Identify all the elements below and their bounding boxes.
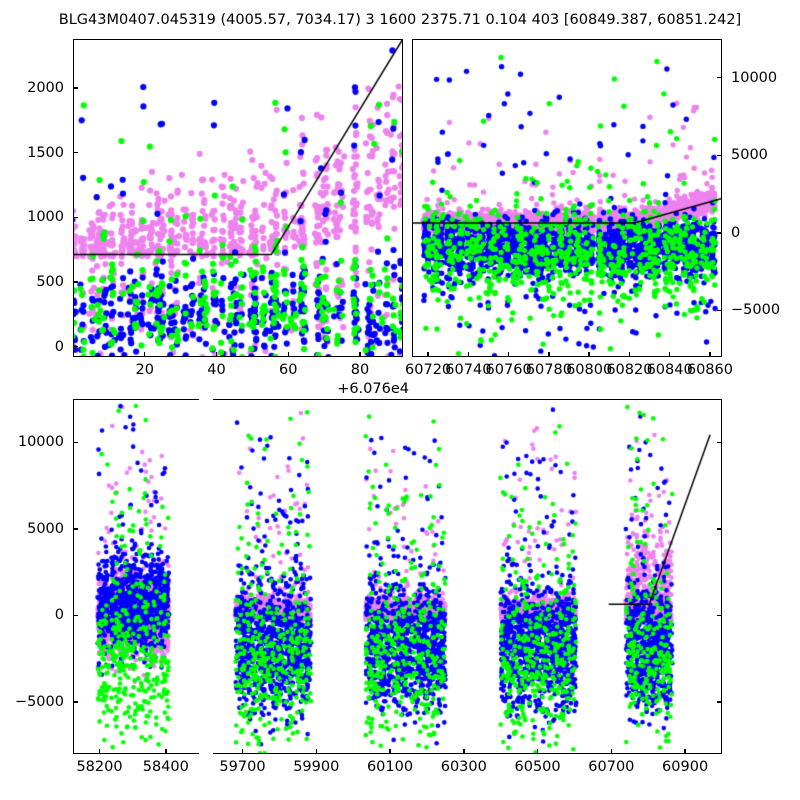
panel-season-xtick-60760: 60760: [485, 362, 532, 378]
tick-mark: [717, 528, 722, 530]
panel-season-xtick-60740: 60740: [445, 362, 492, 378]
panel-full-xtick-59900: 59900: [293, 759, 340, 775]
tick-mark: [717, 701, 722, 703]
panel-full-xtick-58400: 58400: [142, 759, 189, 775]
panel-season-scatter: [413, 40, 721, 356]
tick-mark: [588, 352, 590, 357]
tick-mark: [73, 345, 78, 348]
panel-zoom-ytick-1500: 1500: [27, 144, 64, 161]
panel-season-ytick--5000: −5000: [731, 302, 781, 319]
panel-full-xtick-60300: 60300: [440, 759, 487, 775]
tick-mark: [165, 749, 167, 754]
broken-axis-gap-bottom: [199, 750, 213, 758]
tick-mark: [73, 152, 78, 154]
panel-full-scatter: [74, 400, 721, 753]
tick-mark: [427, 352, 429, 357]
panel-full-xtick-60700: 60700: [588, 759, 635, 775]
panel-zoom-scatter: [74, 40, 402, 356]
tick-mark: [536, 749, 539, 754]
tick-mark: [73, 281, 78, 283]
panel-season-axes[interactable]: [412, 39, 722, 357]
tick-mark: [717, 441, 722, 443]
panel-zoom-xtick-20: 20: [135, 362, 154, 378]
tick-mark: [315, 749, 317, 754]
panel-zoom-ytick-500: 500: [36, 274, 64, 291]
panel-season-xtick-60780: 60780: [525, 362, 572, 378]
tick-mark: [241, 749, 244, 754]
panel-full-xtick-60900: 60900: [662, 759, 709, 775]
panel-full-ytick-0: 0: [54, 607, 64, 624]
tick-mark: [717, 232, 722, 234]
panel-zoom-xtick-60: 60: [278, 362, 298, 378]
tick-mark: [287, 352, 289, 357]
tick-mark: [467, 352, 470, 357]
panel-season-xtick-60820: 60820: [606, 362, 653, 378]
panel-season-xtick-60720: 60720: [405, 362, 452, 378]
tick-mark: [73, 216, 78, 219]
panel-full-xtick-59700: 59700: [219, 759, 266, 775]
panel-zoom-ytick-1000: 1000: [27, 209, 64, 226]
tick-mark: [144, 352, 146, 357]
panel-full-xtick-60100: 60100: [366, 759, 414, 775]
broken-axis-gap-top: [199, 396, 213, 403]
panel-season-xtick-60840: 60840: [646, 362, 693, 378]
tick-mark: [98, 749, 101, 754]
panel-zoom-ytick-2000: 2000: [27, 80, 64, 97]
tick-mark: [548, 352, 550, 357]
panel-zoom-xtick-40: 40: [207, 362, 226, 378]
tick-mark: [507, 352, 510, 357]
tick-mark: [73, 614, 78, 617]
panel-full-axes[interactable]: [73, 399, 722, 754]
panel-zoom-x-offset: +6.076e4: [337, 381, 409, 397]
tick-mark: [389, 749, 391, 754]
panel-zoom-ytick-0: 0: [54, 338, 64, 355]
panel-season-xtick-60860: 60860: [686, 362, 733, 378]
tick-mark: [717, 309, 722, 312]
panel-season-ytick-0: 0: [731, 224, 741, 241]
tick-mark: [359, 352, 361, 357]
tick-mark: [668, 352, 671, 357]
panel-zoom-axes[interactable]: [73, 39, 403, 357]
tick-mark: [73, 87, 78, 89]
tick-mark: [215, 352, 218, 357]
tick-mark: [463, 749, 465, 754]
tick-mark: [684, 749, 686, 754]
panel-full-ytick-10000: 10000: [17, 434, 64, 451]
panel-zoom-xtick-80: 80: [350, 362, 370, 378]
tick-mark: [610, 749, 613, 754]
figure-title: BLG43M0407.045319 (4005.57, 7034.17) 3 1…: [58, 12, 742, 28]
panel-full-ytick--5000: −5000: [14, 694, 64, 711]
tick-mark: [717, 77, 722, 79]
tick-mark: [73, 701, 78, 703]
tick-mark: [73, 528, 78, 530]
tick-mark: [628, 352, 631, 357]
panel-season-ytick-10000: 10000: [731, 69, 778, 86]
panel-full-xtick-60500: 60500: [514, 759, 561, 775]
tick-mark: [717, 614, 722, 617]
panel-full-ytick-5000: 5000: [27, 520, 64, 537]
tick-mark: [709, 352, 711, 357]
panel-full-xtick-58200: 58200: [76, 759, 123, 775]
panel-season-ytick-5000: 5000: [731, 147, 768, 164]
panel-season-xtick-60800: 60800: [566, 362, 613, 378]
tick-mark: [73, 441, 78, 443]
tick-mark: [717, 154, 722, 157]
